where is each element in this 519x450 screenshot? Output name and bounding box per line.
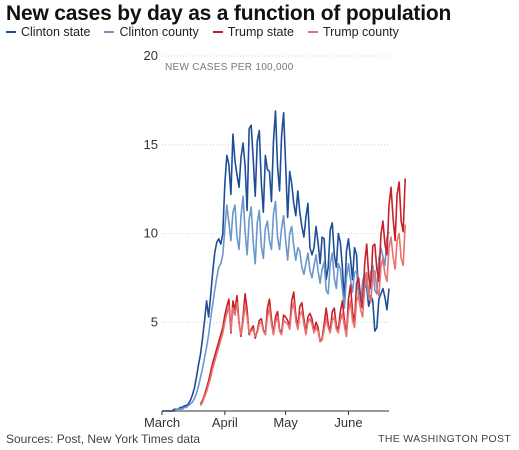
chart-title: New cases by day as a function of popula… <box>6 2 452 25</box>
grid-lines <box>162 55 389 323</box>
source-note: Sources: Post, New York Times data <box>6 432 201 446</box>
series-line-trump-county <box>199 224 407 407</box>
x-tick-label-may: May <box>273 415 298 430</box>
legend-swatch-trump-county <box>307 31 318 33</box>
legend-swatch-clinton-state <box>6 31 16 33</box>
legend-item-trump-state: Trump state <box>212 25 294 39</box>
series-line-clinton-state <box>162 110 390 412</box>
legend-swatch-clinton-county <box>104 31 115 33</box>
legend-item-trump-county: Trump county <box>307 25 399 39</box>
legend-item-clinton-county: Clinton county <box>104 25 199 39</box>
series-line-trump-state <box>199 178 407 405</box>
legend-item-clinton-state: Clinton state <box>6 25 90 39</box>
series-line-clinton-county <box>162 195 390 412</box>
y-axis-unit-label: NEW CASES PER 100,000 <box>165 62 294 73</box>
y-tick-label-20: 20 <box>144 48 158 63</box>
y-tick-label-5: 5 <box>151 314 158 329</box>
series-lines <box>162 110 407 412</box>
line-chart: 5 10 15 20 NEW CASES PER 100,000 March April… <box>144 48 407 430</box>
legend: Clinton state Clinton county Trump state… <box>6 25 399 39</box>
legend-label-trump-state: Trump state <box>227 25 294 39</box>
x-tick-label-june: June <box>334 415 362 430</box>
x-tick-label-april: April <box>212 415 238 430</box>
y-tick-label-10: 10 <box>144 226 158 241</box>
legend-label-clinton-county: Clinton county <box>119 25 199 39</box>
y-tick-label-15: 15 <box>144 137 158 152</box>
x-axis: March April May June <box>144 410 389 430</box>
legend-swatch-trump-state <box>212 31 223 33</box>
legend-label-trump-county: Trump county <box>322 25 399 39</box>
x-tick-label-march: March <box>144 415 180 430</box>
publisher-credit: THE WASHINGTON POST <box>378 433 511 445</box>
y-axis-tick-labels: 5 10 15 20 <box>144 48 158 329</box>
legend-label-clinton-state: Clinton state <box>21 25 91 39</box>
